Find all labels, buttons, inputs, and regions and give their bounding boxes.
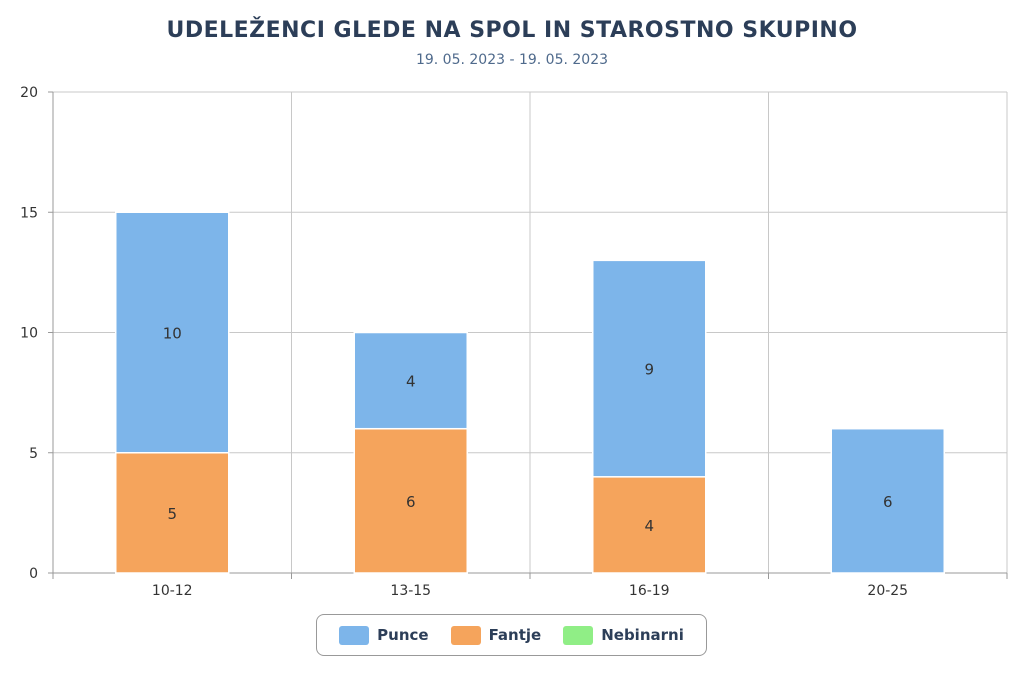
bar-fantje [353,427,468,574]
y-tick-label: 0 [29,566,38,582]
legend-item-fantje[interactable]: Fantje [450,625,542,645]
legend-swatch-nebinarni [563,625,594,645]
bar-value-label-punce: 9 [644,361,654,379]
bar-value-label-fantje: 6 [406,493,416,511]
bar-value-label-punce: 10 [163,325,182,343]
y-tick-label: 20 [20,85,38,101]
bar-fantje [592,476,707,574]
chart-subtitle: 19. 05. 2023 - 19. 05. 2023 [415,52,609,68]
y-tick-label: 10 [20,326,38,342]
y-tick-label: 5 [29,446,38,462]
x-tick-label: 16-19 [629,583,670,599]
bar-punce [115,211,230,454]
bar-value-label-punce: 4 [406,373,416,391]
bar-value-label-punce: 6 [883,493,893,511]
chart-title: UDELEŽENCI GLEDE NA SPOL IN STAROSTNO SK… [166,18,858,43]
legend-item-nebinarni[interactable]: Nebinarni [563,625,684,645]
legend-label-nebinarni: Nebinarni [601,626,684,644]
bar-value-label-fantje: 4 [644,517,654,535]
legend-label-fantje: Fantje [488,626,542,644]
x-tick-label: 10-12 [152,583,193,599]
bar-value-label-fantje: 5 [167,505,177,523]
legend-swatch-fantje [450,625,481,645]
bar-punce [830,427,945,574]
bar-chart: 0 5 10 15 20 5 10 10-12 6 4 13-15 4 9 16-19 6 20-25 [20,85,1008,599]
chart-legend: Punce Fantje Nebinarni [316,614,707,656]
legend-swatch-punce [339,625,370,645]
bar-punce [353,331,468,430]
x-tick-label: 13-15 [390,583,431,599]
y-tick-label: 15 [20,205,38,221]
legend-item-punce[interactable]: Punce [339,625,429,645]
bar-punce [592,259,707,478]
legend-label-punce: Punce [377,626,429,644]
x-tick-label: 20-25 [867,583,908,599]
